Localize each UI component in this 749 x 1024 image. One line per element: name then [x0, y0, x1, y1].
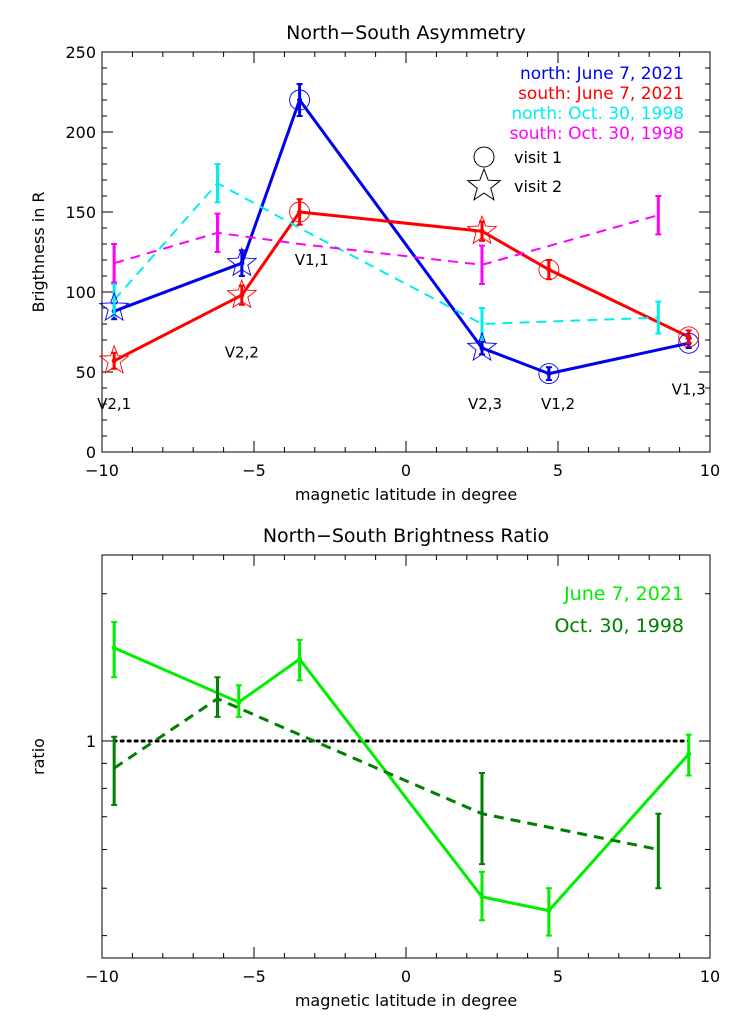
x-tick-label: 0 — [401, 967, 411, 986]
x-tick-label: 0 — [401, 461, 411, 480]
legend-marker-label: visit 1 — [514, 148, 562, 167]
chart-title: North−South Brightness Ratio — [263, 525, 549, 547]
legend-entry: north: Oct. 30, 1998 — [511, 104, 684, 124]
series-line-4 — [113, 214, 659, 266]
legend-circle-symbol — [473, 146, 495, 168]
y-axis-label: ratio — [29, 738, 48, 775]
legend-star-symbol — [466, 167, 502, 201]
chart-1: North−South Asymmetry −10 −5 0 5 10 magnetic l… — [29, 22, 720, 504]
data-point — [546, 267, 552, 273]
x-tick-label: 10 — [700, 967, 720, 986]
point-annotation: V2,2 — [225, 344, 259, 362]
data-point — [686, 751, 692, 757]
data-point — [546, 908, 552, 914]
point-annotation: V1,1 — [295, 251, 329, 269]
visit-1-marker — [289, 201, 311, 223]
data-point — [239, 260, 245, 266]
legend-entry: south: June 7, 2021 — [518, 84, 684, 104]
point-annotation: V2,3 — [468, 395, 502, 413]
legend-entry: Oct. 30, 1998 — [554, 615, 684, 637]
series-line-1 — [113, 98, 690, 376]
data-point — [111, 645, 117, 651]
x-tick-label: −10 — [85, 461, 119, 480]
x-tick-label: 5 — [553, 967, 563, 986]
data-point — [686, 334, 692, 340]
x-tick-label: 5 — [553, 461, 563, 480]
x-tick-label: −5 — [242, 967, 266, 986]
y-tick-label: 250 — [65, 43, 96, 62]
data-point — [546, 371, 552, 377]
data-point — [236, 699, 242, 705]
visit-2-marker — [98, 291, 130, 322]
chart-2: North−South Brightness Ratio −10 −5 0 5 10 mag… — [29, 525, 720, 1010]
data-point — [479, 345, 485, 351]
visit-2-marker — [98, 344, 130, 374]
visit-1-marker — [538, 259, 560, 281]
x-tick-label: 10 — [700, 461, 720, 480]
y-axis-label: Brigthness in R — [29, 191, 48, 312]
visit-2-marker — [466, 331, 498, 362]
legend-entry: June 7, 2021 — [563, 583, 684, 605]
data-point — [239, 292, 245, 298]
y-tick-label: 150 — [65, 203, 96, 222]
series-line-3 — [113, 182, 659, 325]
visit-1-marker — [678, 326, 700, 348]
y-tick-label: 0 — [86, 443, 96, 462]
y-tick-label: 50 — [76, 363, 96, 382]
data-point — [297, 656, 303, 662]
visit-2-marker — [226, 278, 258, 309]
data-point — [479, 228, 485, 234]
series-line-2 — [113, 210, 690, 363]
visit-1-marker — [538, 363, 560, 385]
point-annotation: V1,2 — [541, 395, 575, 413]
legend-entry: south: Oct. 30, 1998 — [509, 124, 684, 144]
x-axis-label: magnetic latitude in degree — [295, 991, 517, 1010]
chart-title: North−South Asymmetry — [286, 22, 526, 44]
y-tick-label: 100 — [65, 283, 96, 302]
visit-2-marker — [466, 214, 498, 245]
data-point — [297, 209, 303, 215]
legend-marker-label: visit 2 — [514, 177, 562, 196]
point-annotation: V1,3 — [672, 380, 706, 398]
y-tick-label: 200 — [65, 123, 96, 142]
visit-1-marker — [678, 332, 700, 354]
y-tick-label: 1 — [86, 732, 96, 751]
x-tick-label: −5 — [242, 461, 266, 480]
x-axis-label: magnetic latitude in degree — [295, 485, 517, 504]
legend-entry: north: June 7, 2021 — [520, 64, 684, 84]
data-point — [111, 358, 117, 364]
visit-2-marker — [226, 246, 258, 277]
x-tick-label: −10 — [85, 967, 119, 986]
visit-1-marker — [289, 89, 311, 111]
data-point — [479, 894, 485, 900]
data-point — [297, 97, 303, 103]
point-annotation: V2,1 — [97, 395, 131, 413]
